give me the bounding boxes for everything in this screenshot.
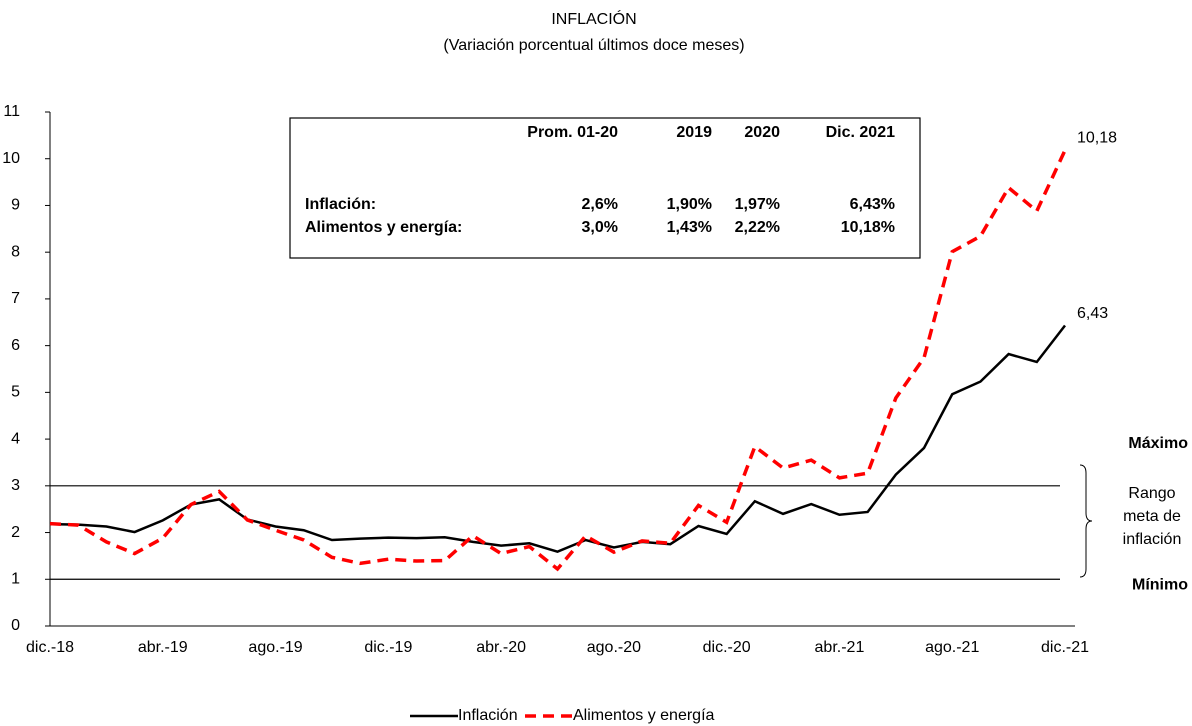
chart-title: INFLACIÓN	[551, 9, 636, 28]
y-tick-label: 0	[11, 617, 20, 634]
table-cell: 10,18%	[841, 219, 895, 236]
x-tick-label: dic.-19	[364, 639, 412, 656]
y-tick-label: 2	[11, 524, 20, 541]
table-cell: 1,97%	[735, 196, 780, 213]
x-tick-label: ago.-20	[587, 639, 641, 656]
x-tick-label: dic.-18	[26, 639, 74, 656]
table-cell: 1,90%	[667, 196, 712, 213]
table-header: 2019	[676, 124, 712, 141]
table-cell: 1,43%	[667, 219, 712, 236]
reference-label: Máximo	[1128, 435, 1188, 452]
x-tick-label: dic.-20	[703, 639, 751, 656]
table-cell: 3,0%	[582, 219, 618, 236]
range-label: Rango meta de inflación	[1123, 485, 1182, 548]
y-tick-label: 11	[3, 103, 20, 120]
x-tick-label: abr.-20	[476, 639, 526, 656]
y-tick-label: 9	[11, 197, 20, 214]
table-cell: 2,6%	[582, 196, 618, 213]
table-cell: 2,22%	[735, 219, 780, 236]
x-tick-label: ago.-21	[925, 639, 979, 656]
data-label: 6,43	[1077, 305, 1108, 322]
x-tick-label: abr.-19	[138, 639, 188, 656]
x-tick-label: abr.-21	[815, 639, 865, 656]
x-tick-label: ago.-19	[248, 639, 302, 656]
y-tick-label: 5	[11, 384, 20, 401]
table-cell: 6,43%	[850, 196, 895, 213]
table-header: Dic. 2021	[826, 124, 895, 141]
y-tick-label: 3	[11, 477, 20, 494]
line-series	[49, 324, 1066, 554]
line-series	[49, 149, 1067, 572]
y-tick-label: 10	[2, 150, 20, 167]
y-tick-label: 4	[11, 430, 20, 447]
y-tick-label: 1	[11, 570, 20, 587]
summary-box	[289, 117, 921, 259]
x-tick-label: dic.-21	[1041, 639, 1089, 656]
legend-label: Inflación	[458, 707, 518, 724]
y-tick-label: 8	[11, 243, 20, 260]
table-header: Prom. 01-20	[527, 124, 618, 141]
range-brace	[1079, 464, 1093, 578]
table-row-label: Inflación:	[305, 196, 376, 213]
table-header: 2020	[744, 124, 780, 141]
table-row-label: Alimentos y energía:	[305, 219, 462, 236]
reference-label: Mínimo	[1132, 576, 1188, 593]
chart-subtitle: (Variación porcentual últimos doce meses…	[443, 37, 744, 54]
legend-label: Alimentos y energía	[573, 707, 715, 724]
y-tick-label: 7	[11, 290, 20, 307]
y-tick-label: 6	[11, 337, 20, 354]
data-label: 10,18	[1077, 130, 1117, 147]
